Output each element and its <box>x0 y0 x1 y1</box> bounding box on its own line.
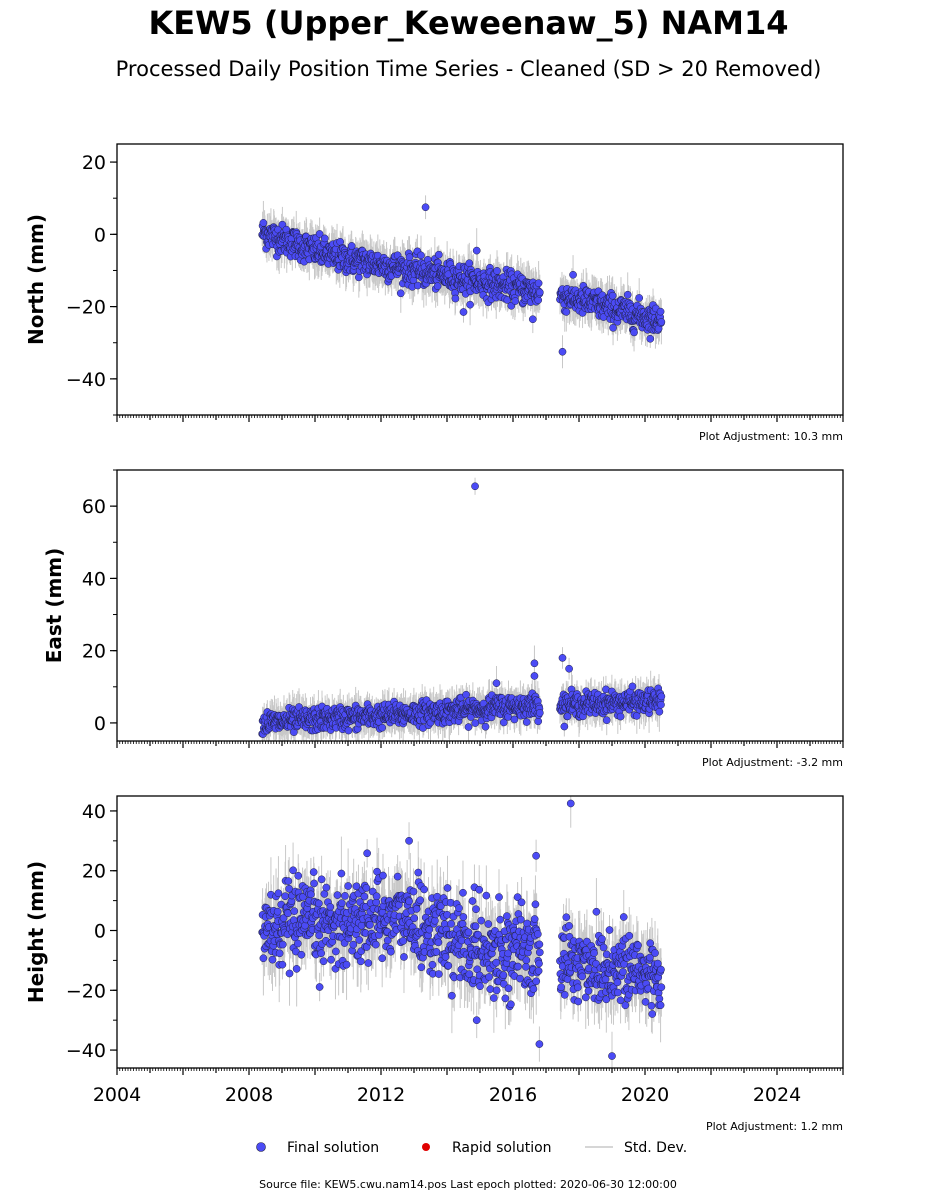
final-solution-point <box>646 334 655 343</box>
final-solution-point <box>565 664 573 673</box>
final-solution-point <box>562 308 571 316</box>
y-tick-label: −20 <box>66 297 106 319</box>
final-solution-point <box>471 482 479 491</box>
y-axis-label: East (mm) <box>42 548 66 664</box>
final-solution-point <box>657 692 666 701</box>
final-solution-point <box>569 270 577 279</box>
final-solution-point <box>347 242 356 250</box>
final-solution-point <box>657 700 665 709</box>
final-solution-point <box>560 722 569 731</box>
north-panel: 20 0 −20 −40 North (mm) <box>24 143 844 422</box>
final-solution-point <box>534 296 543 304</box>
final-solution-point <box>558 654 567 662</box>
final-solution-point <box>462 690 470 699</box>
final-solution-point <box>656 307 665 316</box>
final-solution-point <box>344 726 353 735</box>
final-solution-point <box>558 347 567 356</box>
final-solution-point <box>628 682 637 691</box>
final-solution-point <box>259 219 268 227</box>
final-solution-point <box>433 282 442 291</box>
final-solution-point <box>657 318 666 326</box>
final-solution-point <box>451 294 460 303</box>
final-solution-point <box>630 328 638 337</box>
final-solution-point <box>396 289 405 298</box>
final-solution-point <box>616 712 625 721</box>
final-solution-point <box>378 723 387 732</box>
y-axis-label: North (mm) <box>24 214 48 345</box>
final-solution-point <box>459 308 468 316</box>
final-solution-point <box>535 288 544 297</box>
final-solution-point <box>466 300 474 309</box>
final-solution-point <box>635 294 644 302</box>
final-solution-point <box>417 251 425 260</box>
y-tick-label: 0 <box>94 713 106 735</box>
final-solution-point <box>503 296 512 304</box>
final-solution-point <box>655 707 664 716</box>
final-solution-point <box>320 234 329 243</box>
final-solution-point <box>421 203 430 212</box>
final-solution-point <box>465 259 474 268</box>
final-solution-point <box>530 672 539 680</box>
final-solution-point <box>511 297 520 305</box>
final-solution-point <box>609 323 617 332</box>
y-tick-label: 0 <box>94 224 106 246</box>
final-solution-point <box>602 716 611 725</box>
y-tick-label: −40 <box>66 369 106 391</box>
final-solution-point <box>405 253 414 262</box>
chart-subtitle: Processed Daily Position Time Series - C… <box>115 57 822 81</box>
final-solution-point <box>481 722 490 731</box>
final-solution-point <box>530 659 539 668</box>
y-tick-label: 20 <box>82 641 106 663</box>
final-solution-point <box>493 267 501 275</box>
y-tick-label: 60 <box>82 496 106 518</box>
final-solution-point <box>315 230 324 238</box>
east-panel: 60 40 20 0 East (mm) <box>42 469 844 748</box>
final-solution-point <box>608 291 617 300</box>
y-tick-label: 40 <box>82 568 106 590</box>
final-solution-point <box>464 723 473 731</box>
final-solution-point <box>534 279 543 288</box>
final-solution-point <box>528 315 537 324</box>
final-solution-point <box>472 246 481 255</box>
final-solution-point <box>510 715 519 724</box>
final-solution-point <box>434 250 443 259</box>
final-solution-point <box>563 712 572 721</box>
final-solution-point <box>522 718 531 726</box>
final-solution-point <box>492 679 501 688</box>
y-tick-label: 20 <box>82 152 106 174</box>
final-solution-point <box>623 290 632 299</box>
final-solution-points <box>258 203 666 356</box>
final-solution-points <box>258 482 666 738</box>
final-solution-point <box>535 709 544 717</box>
chart-title: KEW5 (Upper_Keweenaw_5) NAM14 <box>148 4 789 42</box>
final-solution-point <box>354 273 363 282</box>
